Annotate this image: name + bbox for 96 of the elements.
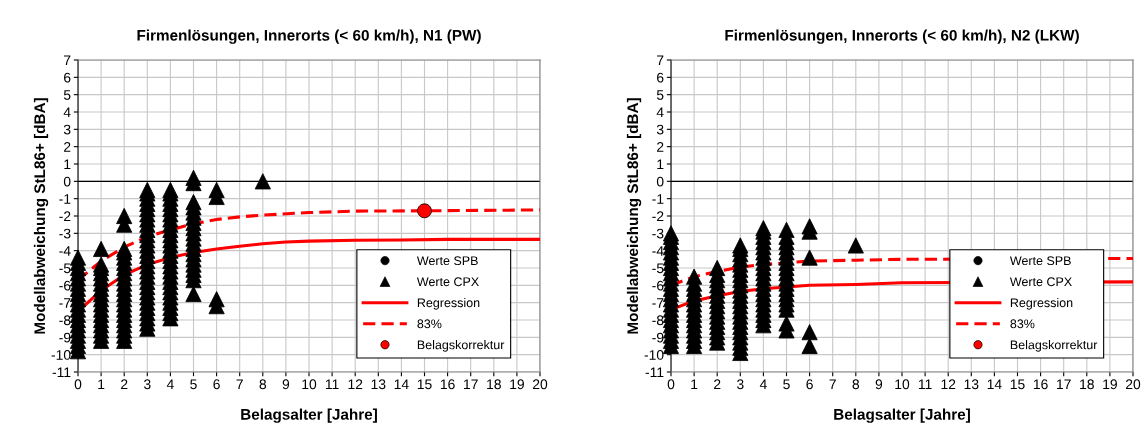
x-tick-label: 5	[783, 379, 790, 390]
x-tick-label: 11	[918, 379, 932, 390]
legend-label: Regression	[417, 297, 480, 310]
y-tick-label: -10	[644, 350, 664, 360]
y-tick-label: 1	[657, 159, 664, 170]
y-tick-label: 1	[64, 159, 71, 170]
y-tick-label: -3	[59, 228, 71, 239]
y-tick-label: -2	[59, 211, 71, 222]
legend-label: Werte CPX	[1009, 277, 1072, 287]
y-tick-label: -4	[59, 246, 71, 256]
x-tick-label: 17	[464, 379, 478, 390]
x-tick-label: 6	[806, 379, 813, 390]
x-tick-label: 3	[143, 379, 151, 390]
y-tick-label: 3	[656, 124, 664, 135]
x-tick-label: 13	[964, 379, 979, 390]
x-tick-label: 0	[667, 379, 675, 390]
y-tick-label: -4	[652, 246, 664, 256]
y-tick-label: -2	[652, 211, 664, 222]
x-tick-label: 7	[236, 379, 243, 390]
y-tick-label: 2	[657, 142, 664, 152]
x-tick-label: 4	[759, 379, 767, 390]
chart-title: Firmenlösungen, Innerorts (< 60 km/h), N1 (PW)	[137, 29, 481, 44]
y-tick-label: -5	[59, 263, 71, 274]
x-tick-label: 12	[941, 379, 956, 390]
x-tick-label: 18	[1080, 379, 1094, 390]
y-tick-label: -11	[52, 367, 71, 378]
y-tick-label: -1	[59, 194, 71, 204]
legend-label: Belagskorrektur	[1010, 340, 1098, 352]
x-tick-label: 8	[852, 379, 860, 390]
y-tick-label: -6	[652, 280, 664, 291]
legend-label: 83%	[417, 319, 442, 329]
legend-label: 83%	[1010, 319, 1035, 329]
legend-label: Werte SPB	[1009, 256, 1071, 266]
y-tick-label: -1	[652, 194, 664, 204]
y-tick-label: 0	[656, 176, 664, 187]
y-axis-title: Modellabweichung StL86+ [dBA]	[33, 98, 49, 334]
x-axis-title: Belagsalter [Jahre]	[834, 408, 970, 423]
x-tick-label: 6	[213, 379, 220, 390]
x-tick-label: 1	[98, 379, 105, 390]
y-tick-label: 6	[64, 72, 71, 83]
y-tick-label: 7	[64, 55, 71, 66]
x-tick-label: 20	[532, 379, 548, 390]
y-tick-label: 4	[656, 107, 664, 118]
y-tick-label: 0	[63, 176, 71, 187]
legend-label: Regression	[1010, 297, 1073, 310]
x-tick-label: 5	[190, 379, 197, 390]
x-tick-label: 0	[74, 379, 82, 390]
x-tick-label: 12	[348, 379, 363, 390]
x-tick-label: 15	[1010, 379, 1025, 390]
x-tick-label: 8	[259, 379, 267, 390]
x-tick-label: 16	[440, 379, 455, 390]
x-tick-label: 18	[487, 379, 501, 390]
legend-label: Belagskorrektur	[417, 340, 505, 352]
y-tick-label: 5	[63, 90, 71, 100]
y-tick-label: -5	[652, 263, 664, 274]
x-tick-label: 9	[875, 379, 883, 390]
y-tick-label: -7	[59, 298, 71, 308]
x-tick-label: 20	[1125, 379, 1141, 390]
y-tick-label: 2	[64, 142, 71, 152]
x-tick-label: 13	[371, 379, 386, 390]
y-tick-label: 6	[657, 72, 664, 83]
x-tick-label: 10	[302, 379, 317, 390]
x-tick-label: 2	[714, 379, 721, 390]
chart-title: Firmenlösungen, Innerorts (< 60 km/h), N2 (LKW)	[725, 29, 1079, 44]
y-tick-label: -6	[59, 280, 71, 291]
x-tick-label: 19	[1103, 379, 1117, 390]
x-tick-label: 16	[1033, 379, 1048, 390]
y-tick-label: -8	[59, 315, 71, 326]
y-tick-label: -10	[51, 350, 71, 360]
y-tick-label: 5	[656, 90, 664, 100]
x-tick-label: 7	[829, 379, 836, 390]
x-tick-label: 15	[417, 379, 432, 390]
y-tick-label: -9	[652, 332, 664, 343]
y-axis-title: Modellabweichung StL86+ [dBA]	[626, 98, 642, 334]
x-tick-label: 2	[121, 379, 128, 390]
x-tick-label: 14	[394, 379, 409, 390]
legend-label: Werte CPX	[416, 277, 479, 287]
x-tick-label: 19	[510, 379, 524, 390]
y-tick-label: -8	[652, 315, 664, 326]
x-tick-label: 10	[895, 379, 910, 390]
x-tick-label: 14	[987, 379, 1002, 390]
y-tick-label: 3	[63, 124, 71, 135]
x-tick-label: 11	[325, 379, 339, 390]
y-tick-label: -7	[652, 298, 664, 308]
x-tick-label: 4	[166, 379, 174, 390]
legend-label: Werte SPB	[416, 256, 478, 266]
y-tick-label: 4	[63, 107, 71, 118]
x-axis-title: Belagsalter [Jahre]	[241, 408, 377, 423]
y-tick-label: -3	[652, 228, 664, 239]
y-tick-label: -11	[645, 367, 664, 378]
y-tick-label: -9	[59, 332, 71, 343]
y-tick-label: 7	[657, 55, 664, 66]
x-tick-label: 9	[282, 379, 290, 390]
x-tick-label: 3	[736, 379, 744, 390]
x-tick-label: 1	[691, 379, 698, 390]
x-tick-label: 17	[1057, 379, 1071, 390]
